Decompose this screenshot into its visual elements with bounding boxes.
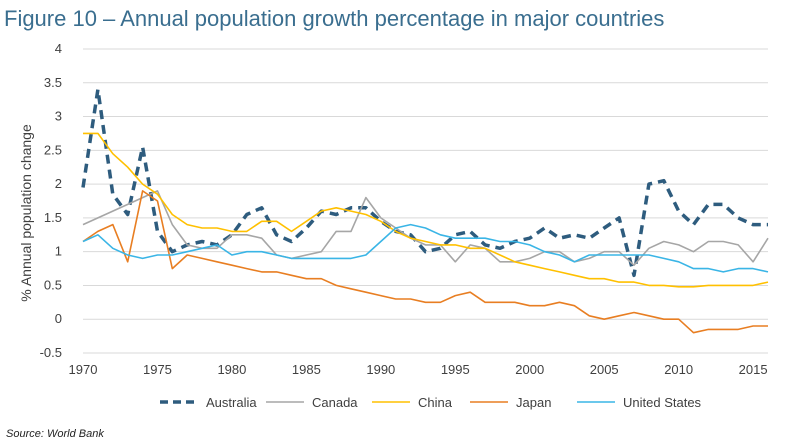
legend-label-china: China — [418, 395, 453, 410]
y-axis-label: % Annual population change — [18, 124, 34, 302]
series-line-united-states — [82, 223, 769, 273]
series-line-japan — [82, 190, 768, 334]
series-line-australia — [81, 87, 768, 278]
y-tick-label: 1.5 — [44, 210, 62, 225]
y-tick-label: 2.5 — [44, 142, 62, 157]
y-tick-label: 0.5 — [44, 277, 62, 292]
x-tick-label: 1975 — [143, 362, 172, 377]
source-note: Source: World Bank — [6, 428, 104, 440]
x-tick-label: 1985 — [292, 362, 321, 377]
legend-label-japan: Japan — [516, 395, 551, 410]
x-tick-label: 1990 — [366, 362, 395, 377]
x-tick-label: 1970 — [69, 362, 98, 377]
gridlines — [83, 48, 768, 354]
y-tick-label: 3 — [55, 109, 62, 124]
series-line-china — [83, 132, 769, 288]
legend-label-united-states: United States — [623, 395, 702, 410]
x-tick-label: 2005 — [590, 362, 619, 377]
y-tick-label: -0.5 — [40, 345, 62, 360]
y-tick-label: 2 — [55, 176, 62, 191]
y-tick-label: 4 — [55, 41, 62, 56]
series-lines — [81, 87, 769, 334]
x-tick-label: 1995 — [441, 362, 470, 377]
x-tick-label: 2000 — [515, 362, 544, 377]
x-tick-label: 1980 — [217, 362, 246, 377]
y-tick-labels: -0.5 0 0.5 1 1.5 2 2.5 3 3.5 4 — [40, 41, 62, 360]
series-line-canada — [82, 190, 769, 267]
legend-label-australia: Australia — [206, 395, 257, 410]
legend: Australia Canada China Japan United States — [160, 395, 702, 410]
x-tick-labels: 1970 1975 1980 1985 1990 1995 2000 2005 2010 2015 — [69, 362, 768, 377]
chart-title: Figure 10 – Annual population growth per… — [4, 6, 665, 31]
x-tick-label: 2015 — [739, 362, 768, 377]
y-tick-label: 3.5 — [44, 75, 62, 90]
y-tick-label: 0 — [55, 311, 62, 326]
legend-label-canada: Canada — [312, 395, 358, 410]
y-tick-label: 1 — [55, 244, 62, 259]
x-tick-label: 2010 — [664, 362, 693, 377]
